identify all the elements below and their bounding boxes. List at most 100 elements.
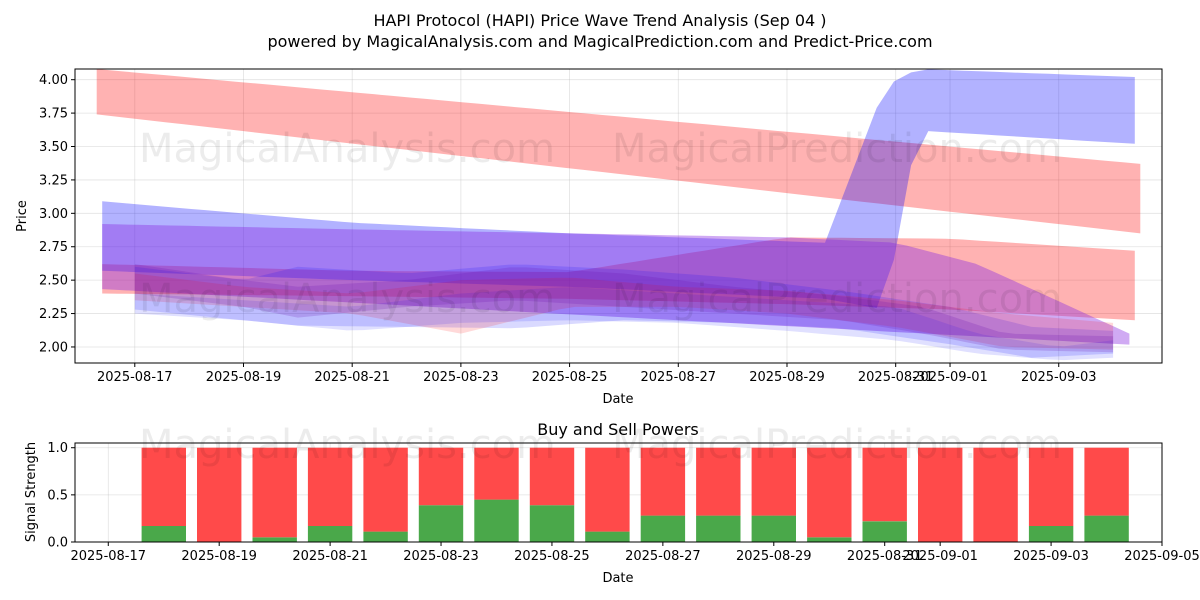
price-grid xyxy=(75,69,1162,363)
buy-power-bar xyxy=(252,537,297,542)
price-x-tick-label: 2025-09-03 xyxy=(1021,370,1097,385)
bars-y-axis-label: Signal Strength xyxy=(24,442,39,542)
price-plot-area xyxy=(75,69,1162,363)
buy-power-bar xyxy=(1028,526,1074,542)
price-x-axis-label: Date xyxy=(602,392,633,407)
buy-power-bar xyxy=(141,526,186,542)
price-x-tick-label: 2025-09-01 xyxy=(912,370,988,385)
buy-power-bar xyxy=(418,505,464,542)
price-x-tick-label: 2025-08-29 xyxy=(749,370,825,385)
sell-power-bar xyxy=(807,447,852,538)
bars-x-tick-label: 2025-09-03 xyxy=(1013,549,1089,564)
wave-band-bear-wave-2 xyxy=(134,264,1114,358)
wave-band-bull-wave-3 xyxy=(134,273,1114,350)
bars-x-tick-label: 2025-08-17 xyxy=(70,549,146,564)
bars-y-tick-label: 0.5 xyxy=(47,488,68,503)
wave-band-purple-wave-1 xyxy=(102,224,1130,345)
price-x-tick-label: 2025-08-25 xyxy=(532,370,608,385)
buy-power-bar xyxy=(363,531,408,542)
bars-x-tick-label: 2025-08-29 xyxy=(736,549,812,564)
buy-sell-chart: Buy and Sell Powers MagicalAnalysis.com … xyxy=(24,420,1200,586)
price-y-tick-label: 3.75 xyxy=(39,107,68,122)
watermark-analysis-top: MagicalAnalysis.com xyxy=(139,126,555,172)
buy-power-bar xyxy=(307,526,353,542)
sell-power-bar xyxy=(973,447,1018,542)
bars-plot-frame xyxy=(74,442,1163,543)
price-y-axis-label: Price xyxy=(15,200,30,232)
sell-power-bar xyxy=(197,447,242,542)
bars-x-tick-label: 2025-08-23 xyxy=(403,549,479,564)
buy-power-bar xyxy=(474,499,519,542)
price-wave-bands xyxy=(96,69,1141,361)
bars-x-tick-label: 2025-08-31 xyxy=(847,549,923,564)
bars-x-tick-label: 2025-08-27 xyxy=(625,549,701,564)
sell-power-bar xyxy=(141,447,186,526)
bars-x-tick-label: 2025-09-01 xyxy=(902,549,978,564)
bars-x-axis-label: Date xyxy=(602,571,633,586)
watermark-analysis-bottom: MagicalAnalysis.com xyxy=(139,422,555,468)
sell-power-bar xyxy=(363,447,408,532)
sell-power-bar xyxy=(1084,447,1129,516)
price-y-tick-label: 3.00 xyxy=(39,207,68,222)
bars-x-tick-label: 2025-09-05 xyxy=(1124,549,1200,564)
price-y-tick-label: 4.00 xyxy=(39,73,68,88)
sell-power-bar xyxy=(529,447,575,506)
price-y-ticks: 2.00 2.25 2.50 2.75 3.00 3.25 3.50 3.75 4.00 xyxy=(39,73,75,355)
watermark-prediction-bottom: MagicalPrediction.com xyxy=(612,422,1062,468)
wave-band-bear-wave-3 xyxy=(134,287,1114,361)
sell-power-bar xyxy=(640,447,686,516)
chart-title: HAPI Protocol (HAPI) Price Wave Trend An… xyxy=(373,11,826,30)
buy-power-bar xyxy=(529,505,575,542)
price-x-ticks: 2025-08-17 2025-08-19 2025-08-21 2025-08-23… xyxy=(97,363,1097,385)
buy-power-bar xyxy=(696,515,741,542)
price-y-tick-label: 2.25 xyxy=(39,307,68,322)
bars-y-tick-label: 1.0 xyxy=(47,441,68,456)
price-y-tick-label: 2.75 xyxy=(39,240,68,255)
wave-band-bull-wave-1 xyxy=(96,69,1141,234)
bars-x-tick-label: 2025-08-25 xyxy=(514,549,590,564)
sell-power-bar xyxy=(1028,447,1074,526)
signal-bars xyxy=(141,447,1129,542)
bars-x-tick-label: 2025-08-19 xyxy=(181,549,257,564)
price-x-tick-label: 2025-08-19 xyxy=(206,370,282,385)
sell-power-bar xyxy=(696,447,741,516)
sell-power-bar xyxy=(862,447,907,522)
wave-band-purple-wave-2 xyxy=(134,264,1114,353)
buy-power-bar xyxy=(585,531,630,542)
chart-subtitle: powered by MagicalAnalysis.com and Magic… xyxy=(267,32,932,51)
wave-band-bear-wave-1 xyxy=(102,69,1135,309)
sell-power-bar xyxy=(918,447,963,542)
price-y-tick-label: 3.25 xyxy=(39,173,68,188)
buy-power-bar xyxy=(862,521,907,542)
sell-power-bar xyxy=(474,447,519,500)
price-plot-frame xyxy=(74,68,1163,364)
price-wave-chart: MagicalAnalysis.com MagicalPrediction.co… xyxy=(15,68,1163,407)
price-y-tick-label: 2.50 xyxy=(39,274,68,289)
buy-power-bar xyxy=(1084,515,1129,542)
bars-y-ticks: 0.0 0.5 1.0 xyxy=(47,441,75,551)
price-y-tick-label: 3.50 xyxy=(39,140,68,155)
sell-power-bar xyxy=(585,447,630,532)
bars-title: Buy and Sell Powers xyxy=(537,420,699,439)
price-x-tick-label: 2025-08-23 xyxy=(423,370,499,385)
bars-x-tick-label: 2025-08-21 xyxy=(292,549,368,564)
buy-power-bar xyxy=(751,515,796,542)
watermark-analysis-mid: MagicalAnalysis.com xyxy=(139,276,555,322)
price-y-tick-label: 2.00 xyxy=(39,340,68,355)
price-x-tick-label: 2025-08-21 xyxy=(314,370,390,385)
sell-power-bar xyxy=(252,447,297,538)
price-x-tick-label: 2025-08-17 xyxy=(97,370,173,385)
price-x-tick-label: 2025-08-31 xyxy=(858,370,934,385)
bars-x-ticks: 2025-08-17 2025-08-19 2025-08-21 2025-08-23… xyxy=(70,542,1200,564)
sell-power-bar xyxy=(418,447,464,506)
sell-power-bar xyxy=(307,447,353,526)
bars-y-tick-label: 0.0 xyxy=(47,536,68,551)
wave-band-bull-wave-2 xyxy=(102,237,1135,321)
buy-power-bar xyxy=(807,537,852,542)
price-x-tick-label: 2025-08-27 xyxy=(641,370,717,385)
watermark-prediction-mid: MagicalPrediction.com xyxy=(612,276,1062,322)
buy-power-bar xyxy=(640,515,686,542)
sell-power-bar xyxy=(751,447,796,516)
watermark-prediction-top: MagicalPrediction.com xyxy=(612,126,1062,172)
